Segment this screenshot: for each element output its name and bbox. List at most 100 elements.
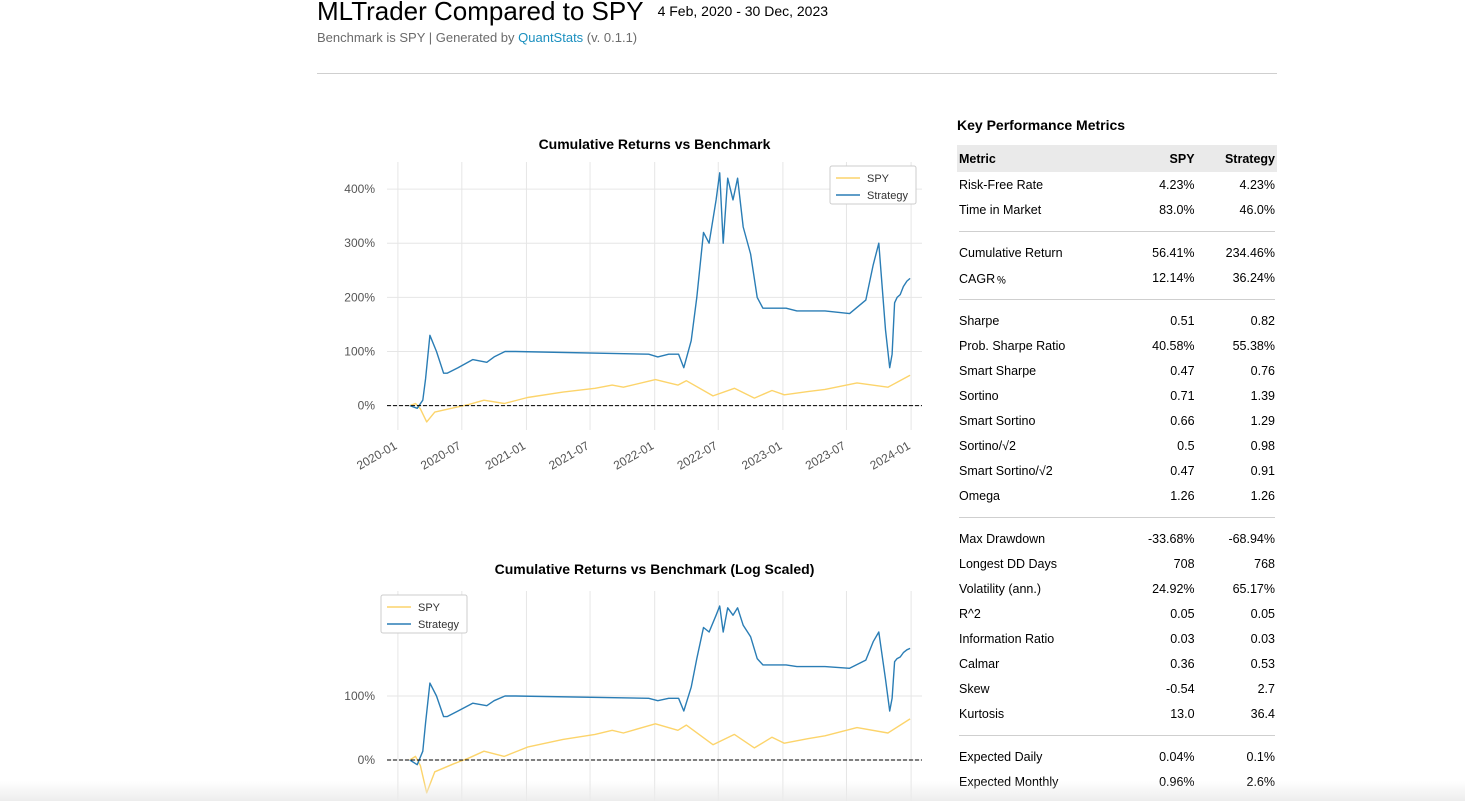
spy-value: 0.51 — [1170, 313, 1195, 328]
x-tick-label: 2023-01 — [739, 438, 784, 472]
x-tick-label: 2022-07 — [675, 438, 720, 472]
strategy-value: 46.0% — [1239, 202, 1275, 217]
spy-value: -0.54 — [1166, 681, 1195, 696]
legend-label: Strategy — [418, 619, 459, 631]
legend: SPY Strategy — [380, 594, 468, 634]
column-header: Strategy — [1196, 145, 1277, 172]
y-tick-label: 300% — [344, 236, 375, 250]
strategy-value: 0.91 — [1250, 463, 1275, 478]
metric-name: Volatility (ann.) — [959, 581, 1041, 596]
table-row: CAGR﹪ 12.14% 36.24% — [957, 265, 1277, 290]
separator-line — [959, 230, 1275, 232]
table-row: Calmar 0.36 0.53 — [957, 651, 1277, 676]
separator-cell — [957, 290, 1277, 308]
cumulative-returns-chart: Cumulative Returns vs Benchmark 2020-01 20… — [344, 136, 922, 473]
y-tick-label: 100% — [344, 344, 375, 358]
subtitle-suffix: (v. 0.1.1) — [583, 30, 638, 45]
table-row: Smart Sharpe 0.47 0.76 — [957, 358, 1277, 383]
y-tick-label: 400% — [344, 182, 375, 196]
metric-name: Sortino/√2 — [959, 438, 1016, 453]
key-performance-metrics: Key Performance Metrics Metric SPY Strat… — [957, 115, 1277, 794]
legend-label: Strategy — [867, 190, 908, 202]
spy-value: 0.04% — [1159, 749, 1195, 764]
metric-name: Expected Daily — [959, 749, 1043, 764]
table-row: Skew -0.54 2.7 — [957, 676, 1277, 701]
title-line: MLTrader Compared to SPY 4 Feb, 2020 - 30… — [317, 0, 828, 27]
table-row: Sortino 0.71 1.39 — [957, 383, 1277, 408]
metric-name: Sortino — [959, 388, 999, 403]
date-range: 4 Feb, 2020 - 30 Dec, 2023 — [657, 3, 829, 19]
y-tick-label: 0% — [358, 399, 376, 413]
metric-name: Omega — [959, 488, 1000, 503]
strategy-value: 0.82 — [1250, 313, 1275, 328]
spy-value: 0.5 — [1177, 438, 1195, 453]
metric-name: Information Ratio — [959, 631, 1055, 646]
metric-name: Time in Market — [959, 202, 1042, 217]
metric-name: Sharpe — [959, 313, 1000, 328]
x-tick-label: 2021-01 — [483, 438, 528, 472]
table-row: Sharpe 0.51 0.82 — [957, 308, 1277, 333]
metric-name: Longest DD Days — [959, 556, 1057, 571]
strategy-value: 0.53 — [1250, 656, 1275, 671]
table-row: Max Drawdown -33.68% -68.94% — [957, 526, 1277, 551]
table-row: Risk-Free Rate 4.23% 4.23% — [957, 172, 1277, 197]
x-tick-label: 2023-07 — [803, 438, 848, 472]
strategy-value: 1.39 — [1250, 388, 1275, 403]
spy-value: 0.03 — [1170, 631, 1195, 646]
metrics-header-row: Metric SPY Strategy — [957, 145, 1277, 172]
spy-value: 24.92% — [1152, 581, 1195, 596]
table-row: Prob. Sharpe Ratio 40.58% 55.38% — [957, 333, 1277, 358]
metric-name: Skew — [959, 681, 990, 696]
metrics-table: Metric SPY Strategy Risk-Free Rate 4.23% 4… — [957, 145, 1277, 794]
y-tick-label: 200% — [344, 290, 375, 304]
y-tick-label: 100% — [344, 689, 375, 703]
spy-value: 56.41% — [1152, 245, 1195, 260]
table-row: R^2 0.05 0.05 — [957, 601, 1277, 626]
strategy-value: 234.46% — [1225, 245, 1275, 260]
page-title: MLTrader Compared to SPY — [317, 0, 644, 26]
spy-value: 40.58% — [1152, 338, 1195, 353]
table-row: Cumulative Return 56.41% 234.46% — [957, 240, 1277, 265]
table-row: Smart Sortino/√2 0.47 0.91 — [957, 458, 1277, 483]
strategy-value: 2.7 — [1257, 681, 1275, 696]
subtitle: Benchmark is SPY | Generated by QuantSta… — [317, 30, 637, 45]
metric-name: Cumulative Return — [959, 245, 1063, 260]
separator-line — [959, 298, 1275, 300]
chart-title: Cumulative Returns vs Benchmark (Log Sca… — [495, 561, 815, 577]
bottom-shade — [0, 781, 1465, 801]
spy-value: 83.0% — [1159, 202, 1195, 217]
x-tick-label: 2020-07 — [418, 438, 463, 472]
group-separator — [957, 290, 1277, 308]
spy-value: 0.36 — [1170, 656, 1195, 671]
group-separator — [957, 726, 1277, 744]
strategy-value: -68.94% — [1228, 531, 1275, 546]
table-row: Volatility (ann.) 24.92% 65.17% — [957, 576, 1277, 601]
strategy-value: 65.17% — [1232, 581, 1275, 596]
strategy-series-line — [409, 605, 911, 766]
separator-cell — [957, 726, 1277, 744]
metric-name: Kurtosis — [959, 706, 1005, 721]
spy-value: 0.66 — [1170, 413, 1195, 428]
header-divider — [317, 73, 1277, 74]
spy-series-line — [409, 374, 911, 423]
table-row: Expected Daily 0.04% 0.1% — [957, 744, 1277, 769]
table-row: Time in Market 83.0% 46.0% — [957, 197, 1277, 222]
strategy-value: 0.98 — [1250, 438, 1275, 453]
table-row: Sortino/√2 0.5 0.98 — [957, 433, 1277, 458]
y-tick-label: 0% — [358, 753, 376, 767]
x-tick-label: 2021-07 — [546, 438, 591, 472]
metric-name: Prob. Sharpe Ratio — [959, 338, 1066, 353]
spy-value: 0.47 — [1170, 363, 1195, 378]
strategy-value: 36.4 — [1250, 706, 1275, 721]
quantstats-link[interactable]: QuantStats — [518, 30, 584, 45]
column-header: Metric — [957, 145, 1122, 172]
spy-value: 0.47 — [1170, 463, 1195, 478]
strategy-value: 55.38% — [1232, 338, 1275, 353]
legend-label: SPY — [418, 602, 441, 614]
strategy-series-line — [409, 172, 911, 409]
metric-name: Max Drawdown — [959, 531, 1046, 546]
spy-value: 1.26 — [1170, 488, 1195, 503]
spy-value: 12.14% — [1152, 270, 1195, 285]
strategy-value: 36.24% — [1232, 270, 1275, 285]
metric-name: CAGR﹪ — [959, 272, 1008, 286]
